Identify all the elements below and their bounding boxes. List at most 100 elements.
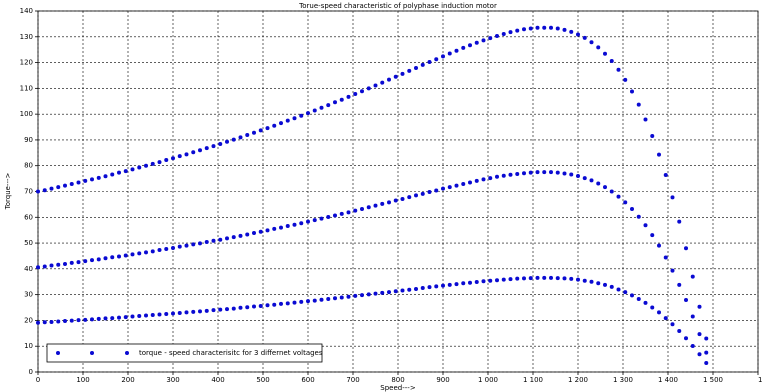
data-point [279, 225, 283, 230]
data-point [562, 171, 567, 176]
data-point [373, 291, 378, 296]
data-point [110, 172, 115, 177]
data-point [238, 135, 243, 140]
data-point [56, 262, 61, 267]
data-point [420, 62, 425, 67]
data-point [171, 156, 175, 161]
data-point [636, 102, 641, 107]
data-point [420, 191, 425, 196]
y-tick-label: 70 [24, 188, 33, 196]
data-point [42, 264, 47, 269]
x-tick-label: 700 [346, 376, 359, 384]
data-point [461, 182, 466, 187]
data-point [380, 80, 385, 85]
data-point [83, 259, 88, 264]
data-point [589, 279, 594, 284]
data-point [528, 26, 533, 31]
data-point [508, 30, 513, 35]
data-point [83, 178, 88, 183]
data-point [211, 308, 216, 313]
data-point [488, 176, 493, 181]
data-point [63, 183, 67, 188]
data-point [333, 100, 337, 105]
data-point [252, 231, 256, 236]
data-point [535, 25, 540, 30]
data-point [549, 25, 553, 30]
data-point [468, 43, 472, 48]
data-point [252, 130, 256, 135]
x-tick-label: 100 [76, 376, 89, 384]
data-point [576, 32, 580, 37]
x-tick-label: 0 [36, 376, 40, 384]
data-point [704, 350, 709, 355]
data-point [616, 194, 621, 199]
data-point [218, 142, 223, 147]
data-point [576, 277, 580, 282]
data-point [434, 188, 439, 193]
data-point [231, 235, 236, 240]
data-point [535, 170, 540, 175]
data-point [157, 160, 162, 165]
data-point [576, 174, 580, 179]
data-point [157, 248, 162, 253]
x-tick-label: 1 500 [703, 376, 723, 384]
data-point [427, 190, 432, 195]
data-point [360, 89, 364, 94]
data-point [285, 301, 290, 306]
legend-label: torque - speed characterisitc for 3 diff… [139, 349, 323, 357]
data-point [663, 255, 668, 260]
data-point [144, 313, 148, 318]
data-point [292, 116, 297, 121]
data-point [555, 276, 560, 281]
data-point [596, 281, 601, 286]
data-point [252, 304, 256, 309]
data-point [528, 170, 533, 175]
data-point [326, 215, 331, 220]
y-tick-label: 10 [24, 342, 33, 350]
data-point [454, 282, 459, 287]
data-point [157, 312, 162, 317]
data-point [542, 170, 547, 175]
data-point [339, 97, 344, 102]
y-tick-label: 140 [20, 7, 33, 15]
data-point [123, 253, 128, 258]
data-point [393, 289, 398, 294]
data-point [366, 292, 371, 297]
data-point [299, 113, 304, 118]
legend-marker [56, 351, 60, 355]
data-point [373, 203, 378, 208]
data-point [96, 316, 101, 321]
data-point [501, 277, 506, 282]
data-point [427, 285, 432, 290]
y-tick-label: 40 [24, 265, 33, 273]
data-point [663, 172, 668, 177]
data-point [177, 244, 182, 249]
data-point [144, 250, 148, 255]
data-point [387, 77, 391, 82]
data-point [69, 318, 74, 323]
data-point [103, 316, 108, 321]
data-point [204, 308, 209, 313]
data-point [258, 303, 263, 308]
data-point [191, 150, 196, 155]
y-tick-label: 20 [24, 316, 33, 324]
y-tick-label: 30 [24, 291, 33, 299]
data-point [245, 133, 250, 138]
data-point [474, 280, 479, 285]
data-point [427, 60, 432, 65]
data-point [555, 26, 560, 31]
data-point [245, 305, 250, 310]
legend-marker [125, 351, 129, 355]
data-point [515, 28, 520, 33]
data-point [171, 311, 175, 316]
data-point [225, 139, 229, 144]
data-point [420, 285, 425, 290]
data-point [609, 59, 614, 64]
data-point [49, 263, 54, 268]
data-point [454, 183, 459, 188]
data-point [636, 297, 641, 302]
data-point [684, 298, 688, 303]
data-point [603, 185, 607, 190]
data-point [326, 297, 331, 302]
